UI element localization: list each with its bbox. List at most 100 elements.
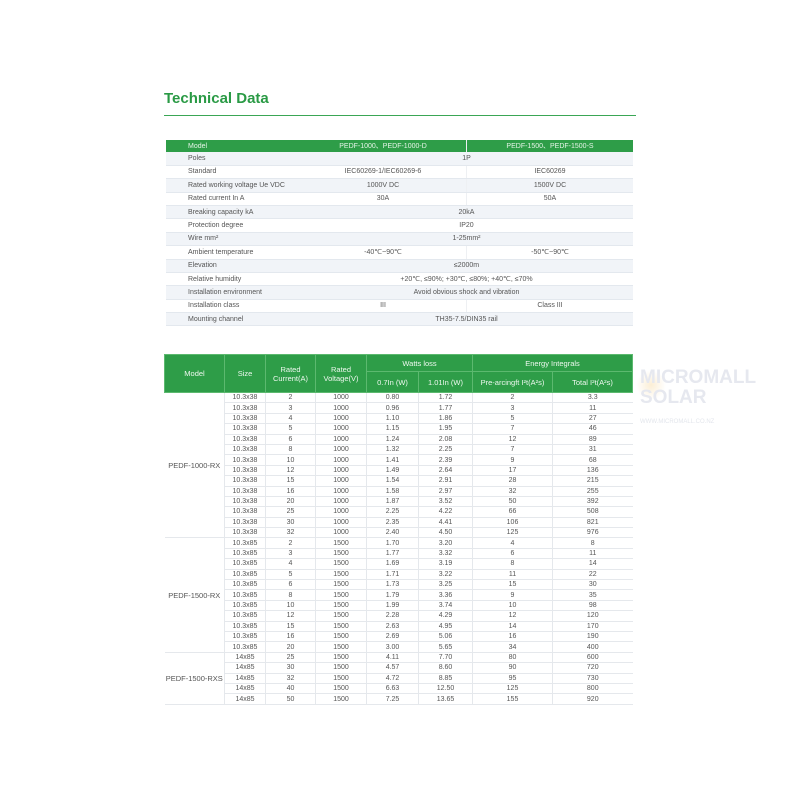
- pre-arcing-i2t-cell: 155: [472, 693, 553, 705]
- pre-arcing-i2t-cell: 50: [472, 496, 553, 508]
- rated-voltage-cell: 1500: [315, 589, 367, 601]
- size-cell: 10.3x38: [224, 454, 266, 466]
- rated-voltage-cell: 1500: [315, 693, 367, 705]
- rated-voltage-cell: 1000: [315, 506, 367, 518]
- total-i2t-cell: 600: [552, 651, 633, 664]
- watts-101in-cell: 3.74: [418, 600, 473, 612]
- watts-101in-cell: 3.19: [418, 558, 473, 570]
- table-row: 10.3x38 20 1000 1.87 3.52 50 392: [165, 496, 633, 508]
- watts-07in-cell: 1.77: [366, 548, 419, 560]
- pre-arcing-i2t-cell: 15: [472, 579, 553, 591]
- pre-arcing-i2t-cell: 95: [472, 673, 553, 684]
- watermark-sun-logo: [636, 370, 666, 400]
- watts-101in-cell: 4.95: [418, 621, 473, 633]
- spec-label: Installation class: [166, 299, 300, 314]
- spec-row: Rated working voltage Ue VDC 1000V DC 1500…: [166, 178, 633, 193]
- total-i2t-cell: 35: [552, 589, 633, 601]
- spec-row: Wire mm² 1-25mm²: [166, 232, 633, 247]
- rated-voltage-cell: 1500: [315, 579, 367, 591]
- spec-header-label: Model: [166, 140, 300, 153]
- rated-current-cell: 32: [265, 673, 316, 684]
- spec-header-col1: PEDF-1000、PEDF-1000-D: [300, 140, 467, 153]
- size-cell: 10.3x85: [224, 569, 266, 581]
- watts-07in-cell: 4.57: [366, 662, 419, 674]
- total-i2t-cell: 89: [552, 434, 633, 445]
- total-i2t-cell: 170: [552, 621, 633, 633]
- rated-current-cell: 10: [265, 454, 316, 466]
- spec-value: IP20: [300, 218, 633, 233]
- total-i2t-cell: 800: [552, 683, 633, 695]
- total-i2t-cell: 400: [552, 641, 633, 653]
- pre-arcing-i2t-cell: 90: [472, 662, 553, 674]
- total-i2t-cell: 31: [552, 444, 633, 456]
- pre-arcing-i2t-cell: 17: [472, 465, 553, 477]
- rated-voltage-cell: 1500: [315, 631, 367, 643]
- watts-07in-cell: 1.32: [366, 444, 419, 456]
- rated-current-cell: 3: [265, 548, 316, 560]
- table-row: 14x85 50 1500 7.25 13.65 155 920: [165, 693, 633, 705]
- spec-label: Relative humidity: [166, 272, 300, 287]
- model-cell: PEDF-1500-RX: [164, 537, 225, 653]
- table-row: 10.3x38 5 1000 1.15 1.95 7 46: [165, 423, 633, 435]
- spec-row: Elevation ≤2000m: [166, 259, 633, 273]
- watts-07in-cell: 1.79: [366, 589, 419, 601]
- size-cell: 10.3x38: [224, 486, 266, 497]
- watts-07in-cell: 1.99: [366, 600, 419, 612]
- rated-current-cell: 6: [265, 579, 316, 591]
- total-i2t-cell: 976: [552, 527, 633, 539]
- pre-arcing-i2t-cell: 14: [472, 621, 553, 633]
- watts-101in-cell: 2.08: [418, 434, 473, 445]
- spec-value-1500: -50℃~90℃: [466, 245, 633, 260]
- size-cell: 14x85: [224, 683, 266, 695]
- rated-current-cell: 4: [265, 413, 316, 425]
- rated-voltage-cell: 1000: [315, 527, 367, 539]
- watts-101in-cell: 5.65: [418, 641, 473, 653]
- header-size: Size: [224, 354, 266, 393]
- spec-label: Poles: [166, 152, 300, 166]
- watts-101in-cell: 2.97: [418, 486, 473, 497]
- watts-07in-cell: 1.49: [366, 465, 419, 477]
- rated-current-cell: 12: [265, 465, 316, 477]
- table-row: 10.3x38 16 1000 1.58 2.97 32 255: [165, 486, 633, 497]
- header-w101: 1.01In (W): [418, 371, 473, 393]
- watts-07in-cell: 1.54: [366, 475, 419, 487]
- spec-label: Standard: [166, 165, 300, 180]
- spec-value-1500: 50A: [466, 192, 633, 206]
- pre-arcing-i2t-cell: 9: [472, 589, 553, 601]
- rated-voltage-cell: 1000: [315, 434, 367, 445]
- header-watts-loss: Watts loss: [366, 354, 473, 372]
- watts-07in-cell: 1.70: [366, 537, 419, 549]
- size-cell: 10.3x38: [224, 402, 266, 414]
- size-cell: 10.3x38: [224, 434, 266, 445]
- watts-101in-cell: 1.95: [418, 423, 473, 435]
- watts-101in-cell: 3.32: [418, 548, 473, 560]
- size-cell: 14x85: [224, 673, 266, 684]
- spec-row: Protection degree IP20: [166, 218, 633, 233]
- watts-101in-cell: 3.25: [418, 579, 473, 591]
- table-row: PEDF-1000-RX 10.3x38 2 1000 0.80 1.72 2 3.3: [164, 392, 633, 539]
- pre-arcing-i2t-cell: 10: [472, 600, 553, 612]
- size-cell: 10.3x38: [224, 423, 266, 435]
- size-cell: 10.3x85: [224, 548, 266, 560]
- watts-101in-cell: 3.22: [418, 569, 473, 581]
- total-i2t-cell: 920: [552, 693, 633, 705]
- rated-current-cell: 20: [265, 496, 316, 508]
- watts-101in-cell: 7.70: [418, 651, 473, 664]
- watts-101in-cell: 12.50: [418, 683, 473, 695]
- table-row: 10.3x85 3 1500 1.77 3.32 6 11: [165, 548, 633, 560]
- table-row: 10.3x38 25 1000 2.25 4.22 66 508: [165, 506, 633, 518]
- spec-value-1500: 1500V DC: [466, 178, 633, 193]
- table-row: 10.3x38 12 1000 1.49 2.64 17 136: [165, 465, 633, 477]
- size-cell: 10.3x85: [224, 610, 266, 622]
- spec-header-row: Model PEDF-1000、PEDF-1000-D PEDF-1500、PEDF…: [166, 140, 633, 153]
- pre-arcing-i2t-cell: 12: [472, 610, 553, 622]
- spec-value-1000: -40℃~90℃: [300, 245, 467, 260]
- size-cell: 10.3x85: [224, 621, 266, 633]
- size-cell: 10.3x38: [224, 517, 266, 529]
- pre-arcing-i2t-cell: 3: [472, 402, 553, 414]
- rated-current-cell: 10: [265, 600, 316, 612]
- table-row: 10.3x38 10 1000 1.41 2.39 9 68: [165, 454, 633, 466]
- section-title: Technical Data: [164, 90, 269, 107]
- spec-label: Rated current In A: [166, 192, 300, 206]
